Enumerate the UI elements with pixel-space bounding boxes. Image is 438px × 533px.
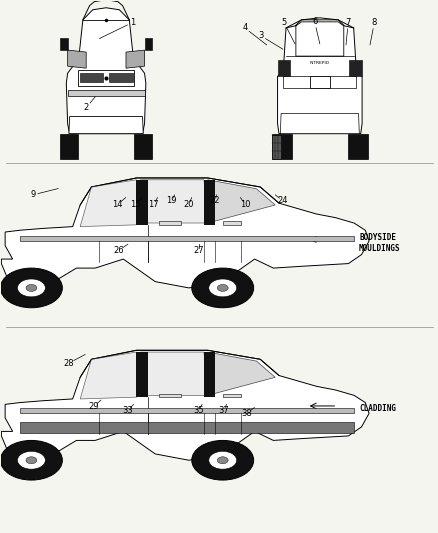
Polygon shape (60, 134, 78, 159)
Ellipse shape (18, 279, 45, 297)
Polygon shape (66, 8, 145, 134)
Polygon shape (283, 76, 356, 88)
Text: 17: 17 (148, 200, 158, 209)
Polygon shape (309, 76, 329, 88)
Ellipse shape (208, 279, 236, 297)
Polygon shape (134, 134, 152, 159)
Polygon shape (204, 180, 215, 225)
Ellipse shape (217, 285, 228, 292)
Polygon shape (207, 352, 275, 395)
Text: 6: 6 (311, 17, 317, 26)
Polygon shape (20, 236, 353, 241)
Polygon shape (20, 422, 353, 433)
Text: 37: 37 (218, 406, 229, 415)
Polygon shape (20, 408, 353, 414)
Text: 5: 5 (281, 18, 286, 27)
Ellipse shape (191, 268, 253, 308)
Polygon shape (347, 134, 367, 159)
Text: 10: 10 (240, 200, 251, 209)
Polygon shape (67, 91, 144, 96)
Polygon shape (1, 178, 368, 288)
Ellipse shape (217, 457, 228, 464)
Ellipse shape (26, 457, 37, 464)
Polygon shape (69, 117, 143, 134)
Text: 26: 26 (113, 246, 124, 255)
Text: 27: 27 (193, 246, 203, 255)
Ellipse shape (18, 451, 45, 469)
Polygon shape (159, 393, 181, 397)
Polygon shape (222, 393, 241, 397)
Polygon shape (222, 221, 241, 225)
Text: BODYSIDE
MOULDINGS: BODYSIDE MOULDINGS (358, 232, 400, 253)
Polygon shape (271, 135, 280, 159)
Polygon shape (80, 352, 136, 399)
Polygon shape (136, 352, 147, 397)
Text: 24: 24 (277, 196, 287, 205)
Ellipse shape (191, 440, 253, 480)
Ellipse shape (0, 440, 62, 480)
Text: 33: 33 (122, 406, 133, 415)
Polygon shape (271, 134, 291, 159)
Polygon shape (80, 180, 136, 227)
Text: INTREPID: INTREPID (309, 61, 329, 65)
Text: 29: 29 (88, 402, 99, 411)
Text: 28: 28 (64, 359, 74, 367)
Polygon shape (136, 180, 147, 225)
Text: CLADDING: CLADDING (358, 403, 395, 413)
Text: 35: 35 (193, 406, 203, 415)
Polygon shape (204, 352, 215, 397)
Text: 7: 7 (345, 18, 350, 27)
Polygon shape (126, 50, 144, 68)
Polygon shape (280, 114, 358, 134)
Text: 4: 4 (242, 23, 247, 33)
Polygon shape (144, 38, 152, 50)
Polygon shape (78, 70, 134, 86)
Text: 15: 15 (130, 200, 141, 209)
Text: 2: 2 (84, 103, 89, 112)
Text: 1: 1 (129, 18, 134, 27)
Text: 38: 38 (240, 409, 251, 418)
Polygon shape (277, 60, 290, 76)
Polygon shape (60, 38, 67, 50)
Text: 22: 22 (209, 196, 220, 205)
Polygon shape (109, 73, 132, 82)
Polygon shape (79, 73, 102, 82)
Polygon shape (1, 350, 368, 460)
Text: 19: 19 (166, 196, 177, 205)
Polygon shape (140, 352, 207, 395)
Polygon shape (207, 180, 275, 223)
Ellipse shape (208, 451, 236, 469)
Polygon shape (349, 60, 361, 76)
Polygon shape (159, 221, 181, 225)
Polygon shape (277, 18, 361, 134)
Polygon shape (67, 50, 86, 68)
Ellipse shape (0, 268, 62, 308)
Text: 8: 8 (371, 18, 376, 27)
Text: 3: 3 (258, 31, 263, 41)
Polygon shape (140, 180, 207, 223)
Text: 14: 14 (112, 200, 122, 209)
Text: 20: 20 (183, 200, 194, 209)
Ellipse shape (26, 285, 37, 292)
Text: 9: 9 (30, 190, 35, 199)
